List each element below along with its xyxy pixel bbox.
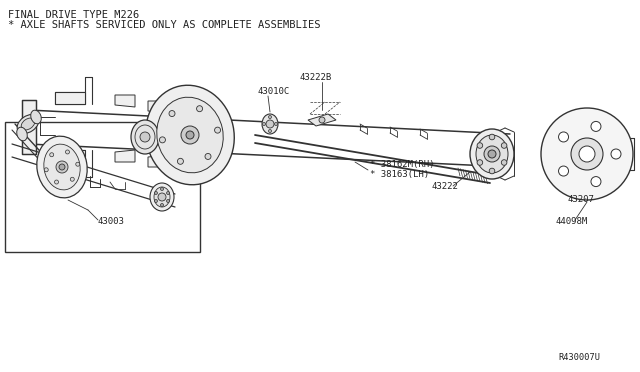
Circle shape xyxy=(76,162,80,166)
Circle shape xyxy=(477,143,483,148)
Text: FINAL DRIVE TYPE M226: FINAL DRIVE TYPE M226 xyxy=(8,10,140,20)
Circle shape xyxy=(541,108,633,200)
Circle shape xyxy=(161,187,163,190)
Text: 43010C: 43010C xyxy=(258,87,291,96)
Text: R430007U: R430007U xyxy=(558,353,600,362)
Circle shape xyxy=(166,192,170,195)
Circle shape xyxy=(205,153,211,160)
Polygon shape xyxy=(22,100,36,154)
Text: 43003: 43003 xyxy=(98,217,125,226)
Ellipse shape xyxy=(470,129,514,179)
Circle shape xyxy=(489,134,495,140)
Circle shape xyxy=(269,115,271,119)
Circle shape xyxy=(501,160,507,165)
Ellipse shape xyxy=(154,187,170,207)
Circle shape xyxy=(161,203,163,206)
Polygon shape xyxy=(148,101,168,113)
Ellipse shape xyxy=(44,144,80,190)
Circle shape xyxy=(169,110,175,116)
Circle shape xyxy=(489,168,495,174)
Circle shape xyxy=(166,199,170,202)
Text: 43222B: 43222B xyxy=(300,73,332,82)
Ellipse shape xyxy=(146,85,234,185)
Text: 43222: 43222 xyxy=(432,182,459,191)
Circle shape xyxy=(181,126,199,144)
Ellipse shape xyxy=(17,127,28,141)
Circle shape xyxy=(269,129,271,132)
Circle shape xyxy=(154,199,157,202)
Polygon shape xyxy=(55,150,85,162)
Ellipse shape xyxy=(476,135,508,173)
Circle shape xyxy=(579,146,595,162)
Polygon shape xyxy=(115,150,135,162)
Polygon shape xyxy=(115,95,135,107)
Circle shape xyxy=(262,122,266,125)
Circle shape xyxy=(154,192,157,195)
Circle shape xyxy=(611,149,621,159)
Text: 43207: 43207 xyxy=(568,195,595,204)
Ellipse shape xyxy=(131,120,159,154)
Circle shape xyxy=(50,153,54,157)
Circle shape xyxy=(158,193,166,201)
Polygon shape xyxy=(148,155,168,167)
Circle shape xyxy=(319,117,325,123)
Circle shape xyxy=(559,166,568,176)
Ellipse shape xyxy=(31,110,41,124)
Ellipse shape xyxy=(17,115,39,134)
Ellipse shape xyxy=(36,136,87,198)
Ellipse shape xyxy=(262,114,278,134)
Text: * 38162M(RH): * 38162M(RH) xyxy=(370,160,435,169)
Circle shape xyxy=(140,132,150,142)
Ellipse shape xyxy=(150,183,174,211)
Circle shape xyxy=(196,106,203,112)
Circle shape xyxy=(571,138,603,170)
Circle shape xyxy=(44,168,48,172)
Circle shape xyxy=(501,143,507,148)
Circle shape xyxy=(65,150,70,154)
Polygon shape xyxy=(308,114,336,126)
Circle shape xyxy=(591,121,601,131)
Bar xyxy=(5,122,200,252)
Circle shape xyxy=(56,161,68,173)
Circle shape xyxy=(70,177,74,181)
Circle shape xyxy=(488,150,496,158)
Ellipse shape xyxy=(157,97,223,173)
Circle shape xyxy=(477,160,483,165)
Circle shape xyxy=(266,120,274,128)
Circle shape xyxy=(484,146,500,162)
Ellipse shape xyxy=(21,118,35,130)
Circle shape xyxy=(186,131,194,139)
Circle shape xyxy=(159,137,165,143)
Circle shape xyxy=(54,180,58,184)
Polygon shape xyxy=(55,92,85,104)
Text: * 38163(LH): * 38163(LH) xyxy=(370,170,429,179)
Circle shape xyxy=(59,164,65,170)
Circle shape xyxy=(177,158,184,164)
Circle shape xyxy=(214,127,221,133)
Circle shape xyxy=(275,122,278,125)
Circle shape xyxy=(559,132,568,142)
Text: * AXLE SHAFTS SERVICED ONLY AS COMPLETE ASSEMBLIES: * AXLE SHAFTS SERVICED ONLY AS COMPLETE … xyxy=(8,20,321,30)
Text: 44098M: 44098M xyxy=(555,217,588,226)
Circle shape xyxy=(591,177,601,187)
